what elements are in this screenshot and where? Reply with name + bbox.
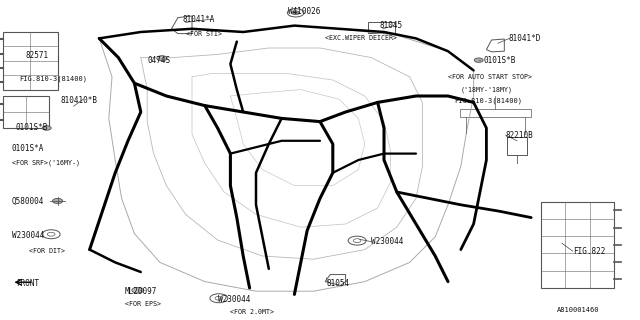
Text: <FOR DIT>: <FOR DIT> [29, 248, 65, 254]
Text: ML20097: ML20097 [125, 287, 157, 296]
Text: FIG.810-3(81400): FIG.810-3(81400) [454, 98, 522, 104]
Text: <FOR 2.0MT>: <FOR 2.0MT> [230, 309, 275, 315]
Text: 0474S: 0474S [147, 56, 170, 65]
Text: 0101S*B: 0101S*B [16, 124, 49, 132]
Text: FRONT: FRONT [16, 279, 39, 288]
Text: 81041*D: 81041*D [509, 34, 541, 43]
Text: FIG.810-3(81400): FIG.810-3(81400) [19, 75, 87, 82]
Circle shape [132, 287, 143, 293]
Text: FIG.822: FIG.822 [573, 247, 605, 256]
Text: <FOR EPS>: <FOR EPS> [125, 301, 161, 307]
Text: Q580004: Q580004 [12, 197, 44, 206]
Circle shape [52, 198, 63, 204]
Text: 810410*B: 810410*B [61, 96, 98, 105]
Text: 0101S*B: 0101S*B [483, 56, 516, 65]
Text: 82571: 82571 [26, 52, 49, 60]
Circle shape [292, 11, 300, 15]
Text: <FOR AUTO START STOP>: <FOR AUTO START STOP> [448, 74, 532, 80]
Text: 81045: 81045 [380, 21, 403, 30]
Text: W230044: W230044 [12, 231, 44, 240]
Text: 81054: 81054 [326, 279, 349, 288]
Text: A810001460: A810001460 [557, 308, 599, 313]
Text: W410026: W410026 [288, 7, 321, 16]
Circle shape [42, 126, 51, 130]
Text: 82210B: 82210B [506, 132, 533, 140]
Text: W230044: W230044 [218, 295, 250, 304]
Circle shape [157, 56, 167, 61]
Text: ('18MY-'18MY): ('18MY-'18MY) [461, 86, 513, 93]
Text: 81041*A: 81041*A [182, 15, 215, 24]
Text: 0101S*A: 0101S*A [12, 144, 44, 153]
Text: <EXC.WIPER DEICER>: <EXC.WIPER DEICER> [325, 36, 397, 41]
Text: <FOR SRF>('16MY-): <FOR SRF>('16MY-) [12, 160, 79, 166]
Circle shape [474, 58, 483, 62]
Text: <FOR STI>: <FOR STI> [186, 31, 221, 36]
Text: W230044: W230044 [371, 237, 404, 246]
